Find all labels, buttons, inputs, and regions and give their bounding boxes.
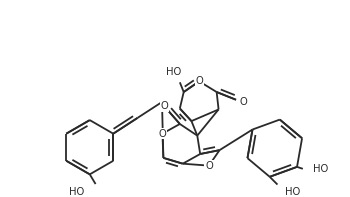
Text: HO: HO	[69, 187, 84, 197]
Text: HO: HO	[313, 164, 328, 174]
Text: HO: HO	[166, 67, 182, 77]
Text: O: O	[205, 161, 213, 171]
Text: O: O	[160, 101, 168, 111]
Text: HO: HO	[285, 187, 300, 197]
Text: O: O	[240, 97, 248, 107]
Text: O: O	[195, 76, 203, 86]
Text: O: O	[159, 129, 166, 139]
